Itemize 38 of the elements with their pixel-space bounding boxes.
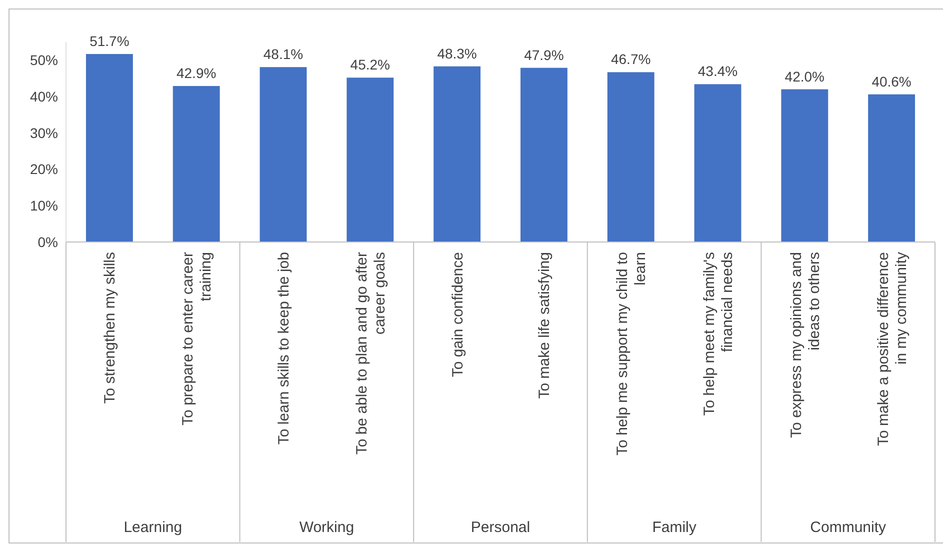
- bar: [86, 54, 133, 242]
- bar: [346, 78, 394, 242]
- data-label: 48.3%: [437, 45, 477, 62]
- bar: [607, 72, 654, 242]
- bar: [520, 68, 568, 242]
- data-label: 42.9%: [176, 65, 216, 81]
- y-tick-label: 0%: [38, 234, 58, 250]
- text: Working: [299, 519, 354, 536]
- y-tick-label: 50%: [30, 52, 58, 68]
- bar: [694, 84, 742, 242]
- data-label: 51.7%: [90, 33, 130, 49]
- text: Community: [810, 519, 887, 536]
- bar: [172, 86, 220, 242]
- text: Personal: [470, 519, 530, 536]
- x-tick-label: To gain confidence: [449, 252, 466, 378]
- bar: [260, 67, 307, 242]
- data-label: 47.9%: [524, 46, 564, 63]
- data-label: 48.1%: [263, 46, 304, 62]
- x-tick-label: To prepare to enter career training: [180, 252, 215, 426]
- x-tick-label: To strengthen my skills: [102, 252, 119, 404]
- y-tick-label: 20%: [30, 161, 58, 178]
- x-tick-label: To help me support my child to learn: [614, 252, 650, 456]
- text: Learning: [124, 519, 182, 536]
- data-label: 42.0%: [784, 68, 824, 84]
- data-label: 43.4%: [698, 63, 738, 80]
- data-label: 46.7%: [611, 51, 651, 68]
- bar: [781, 89, 828, 242]
- x-tick-label: To be able to plan and go after career goals: [353, 252, 388, 455]
- bar: [868, 94, 916, 242]
- text: Family: [652, 519, 697, 536]
- x-tick-label: To learn skills to keep the job: [276, 252, 292, 445]
- x-tick-label: To make life satisfying: [536, 252, 554, 399]
- y-tick-label: 30%: [30, 124, 58, 141]
- bar: [434, 66, 481, 242]
- y-tick-label: 40%: [30, 88, 58, 104]
- data-label: 45.2%: [350, 56, 390, 73]
- data-label: 40.6%: [872, 73, 912, 90]
- y-tick-label: 10%: [30, 198, 58, 214]
